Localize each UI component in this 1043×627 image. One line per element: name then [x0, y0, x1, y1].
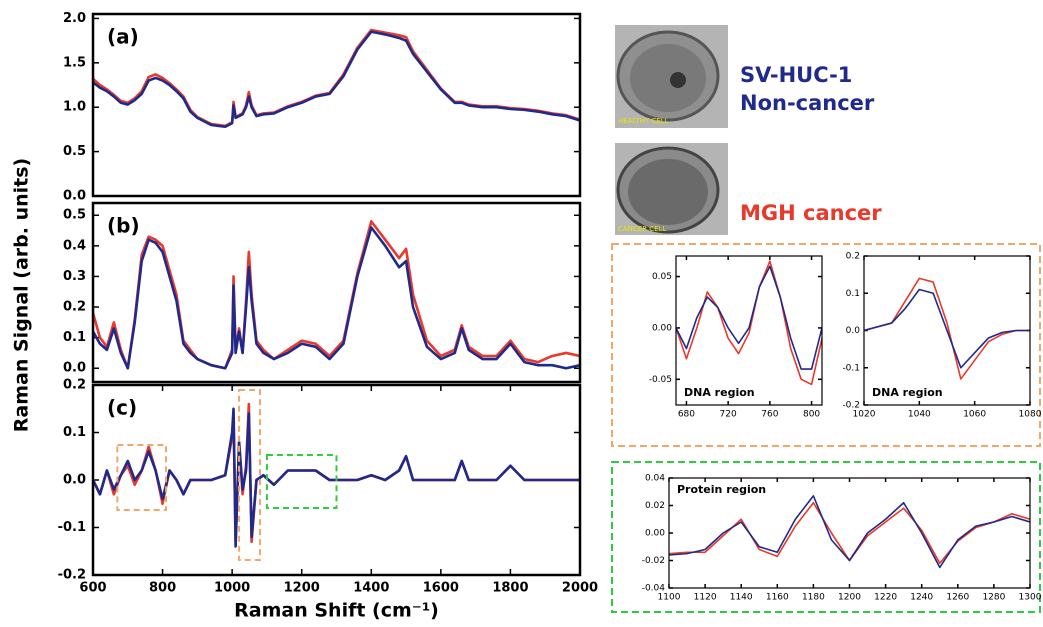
x-tick-label: 1400 — [353, 581, 389, 596]
x-tick-label: 1180 — [802, 593, 825, 603]
x-tick-label: 2000 — [562, 581, 598, 596]
y-tick-label: 0.5 — [63, 144, 86, 159]
x-tick-label: 1260 — [946, 593, 969, 603]
figure: HEALTHY CELL CANCER CELL SV-HUC-1 Non-ca… — [0, 0, 1043, 627]
y-tick-label: 0.00 — [652, 323, 672, 333]
y-tick-label: 0.5 — [63, 208, 86, 223]
x-tick-label: 600 — [79, 581, 106, 596]
x-tick-label: 1200 — [838, 593, 861, 603]
cell-caption: CANCER CELL — [618, 225, 667, 233]
x-axis-label: Raman Shift (cm⁻¹) — [234, 600, 439, 622]
x-tick-label: 800 — [803, 410, 820, 420]
y-tick-label: 0.3 — [63, 269, 86, 284]
cell-image — [615, 143, 728, 235]
x-tick-label: 1240 — [910, 593, 933, 603]
y-tick-label: 1.0 — [63, 100, 86, 115]
series-line — [93, 30, 580, 126]
x-tick-label: 1040 — [908, 410, 931, 420]
y-tick-label: 0.02 — [645, 501, 665, 511]
x-tick-label: 800 — [149, 581, 176, 596]
x-tick-label: 760 — [761, 410, 778, 420]
y-tick-label: 0.0 — [63, 189, 86, 204]
y-tick-label: 0.1 — [63, 425, 86, 440]
x-tick-label: 1220 — [874, 593, 897, 603]
panel-label: (a) — [107, 25, 139, 49]
x-tick-label: 1280 — [982, 593, 1005, 603]
panel-label: (b) — [107, 214, 140, 238]
x-tick-label: 1200 — [284, 581, 320, 596]
y-tick-label: 0.0 — [63, 473, 86, 488]
x-tick-label: 1140 — [730, 593, 753, 603]
cell-caption: HEALTHY CELL — [618, 117, 669, 125]
y-tick-label: 0.2 — [63, 378, 86, 393]
x-tick-label: 680 — [678, 410, 695, 420]
region-box — [117, 445, 166, 510]
y-tick-label: 0.1 — [846, 289, 860, 299]
series-line — [676, 266, 822, 369]
x-tick-label: 1100 — [658, 593, 681, 603]
cell-label: MGH cancer — [740, 201, 882, 225]
y-tick-label: 0.0 — [63, 361, 86, 376]
x-tick-label: 720 — [720, 410, 737, 420]
y-tick-label: 0.0 — [846, 326, 861, 336]
x-tick-label: 1000 — [214, 581, 250, 596]
y-tick-label: -0.05 — [649, 375, 672, 385]
series-line — [864, 290, 1030, 368]
x-tick-label: 1080 — [1019, 410, 1042, 420]
region-label: DNA region — [684, 386, 755, 399]
y-tick-label: 0.2 — [63, 300, 86, 315]
y-tick-label: 0.00 — [645, 529, 665, 539]
y-tick-label: 1.5 — [63, 55, 86, 70]
y-tick-label: 2.0 — [63, 11, 86, 26]
plot-frame — [93, 203, 580, 382]
series-line — [669, 496, 1030, 568]
x-tick-label: 1060 — [963, 410, 986, 420]
y-tick-label: -0.1 — [842, 363, 860, 373]
x-tick-label: 1300 — [1019, 593, 1042, 603]
series-line — [93, 404, 580, 542]
x-tick-label: 1020 — [853, 410, 876, 420]
region-label: DNA region — [872, 386, 943, 399]
y-tick-label: 0.2 — [846, 252, 860, 262]
y-tick-label: 0.4 — [63, 238, 86, 253]
y-tick-label: 0.04 — [645, 474, 665, 484]
y-tick-label: 0.05 — [652, 272, 672, 282]
x-tick-label: 1600 — [423, 581, 459, 596]
x-tick-label: 1800 — [492, 581, 528, 596]
y-tick-label: -0.1 — [58, 520, 86, 535]
x-tick-label: 1160 — [766, 593, 789, 603]
plot-frame — [93, 14, 580, 196]
y-axis-label: Raman Signal (arb. units) — [11, 158, 33, 432]
cell-label: SV-HUC-1 — [740, 63, 852, 87]
panel-label: (c) — [107, 396, 137, 420]
cell-label: Non-cancer — [740, 91, 875, 115]
y-tick-label: 0.1 — [63, 330, 86, 345]
x-tick-label: 1120 — [694, 593, 717, 603]
cell-image — [615, 25, 728, 128]
region-label: Protein region — [677, 483, 766, 496]
y-tick-label: -0.02 — [642, 556, 665, 566]
